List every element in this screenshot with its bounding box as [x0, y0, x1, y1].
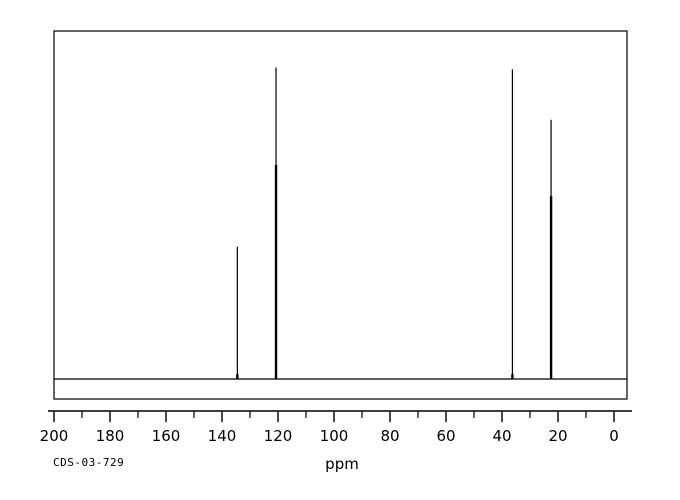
tick-label-200: 200: [40, 427, 69, 445]
spectrum-trace: [236, 67, 553, 379]
catalog-code-watermark: CDS-03-729: [53, 456, 124, 469]
tick-label-180: 180: [96, 427, 125, 445]
x-axis-major-ticks: [53, 411, 615, 422]
tick-label-160: 160: [152, 427, 181, 445]
tick-label-100: 100: [320, 427, 349, 445]
tick-label-80: 80: [380, 427, 399, 445]
x-axis-minor-ticks: [81, 411, 587, 418]
tick-label-140: 140: [208, 427, 237, 445]
tick-label-120: 120: [264, 427, 293, 445]
plot-frame: [53, 30, 628, 400]
tick-label-0: 0: [609, 427, 619, 445]
tick-label-40: 40: [492, 427, 511, 445]
x-axis-tick-labels: 200 180 160 140 120 100 80 60 40 20 0: [40, 427, 619, 445]
tick-label-20: 20: [548, 427, 567, 445]
tick-label-60: 60: [436, 427, 455, 445]
x-axis-title: ppm: [325, 455, 359, 473]
